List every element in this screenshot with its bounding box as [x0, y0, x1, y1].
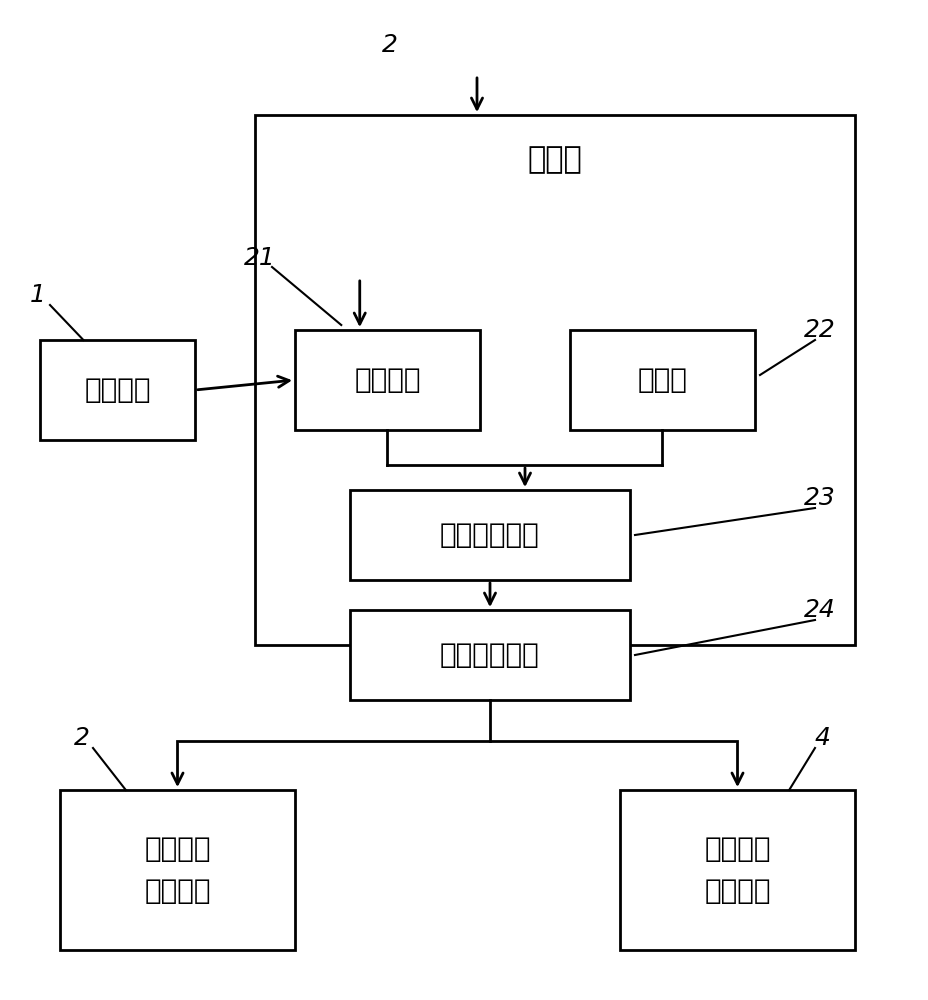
- Bar: [60, 790, 295, 950]
- Text: 23: 23: [804, 486, 835, 510]
- Text: 21: 21: [244, 246, 276, 270]
- Text: 22: 22: [804, 318, 835, 342]
- Text: 24: 24: [804, 598, 835, 622]
- Bar: [254, 115, 854, 645]
- Text: 分析处理单元: 分析处理单元: [440, 521, 539, 549]
- Text: 2: 2: [381, 33, 397, 57]
- Bar: [40, 340, 195, 440]
- Text: 4: 4: [813, 726, 829, 750]
- Bar: [295, 330, 480, 430]
- Bar: [570, 330, 754, 430]
- Text: 2: 2: [74, 726, 90, 750]
- Bar: [350, 490, 629, 580]
- Text: 控制器: 控制器: [527, 146, 582, 175]
- Text: 电子控制单元: 电子控制单元: [440, 641, 539, 669]
- Bar: [350, 610, 629, 700]
- Bar: [619, 790, 854, 950]
- Text: 判断模块: 判断模块: [354, 366, 420, 394]
- Text: 采集模块: 采集模块: [84, 376, 150, 404]
- Text: 前束调节
执行装置: 前束调节 执行装置: [144, 835, 211, 905]
- Text: 1: 1: [30, 283, 45, 307]
- Text: 数据库: 数据库: [637, 366, 687, 394]
- Text: 外倾调节
执行装置: 外倾调节 执行装置: [703, 835, 770, 905]
